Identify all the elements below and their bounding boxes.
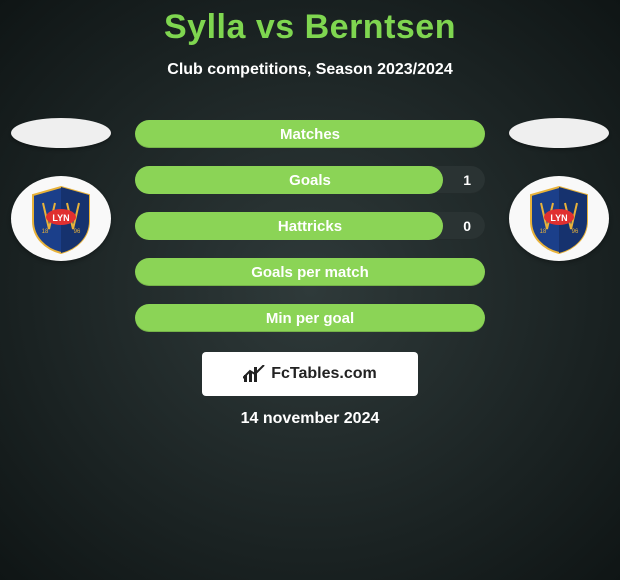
stat-bar: Hattricks 0 xyxy=(135,212,485,240)
stat-label: Min per goal xyxy=(266,310,354,327)
stat-bar: Matches xyxy=(135,120,485,148)
generated-date: 14 november 2024 xyxy=(0,410,620,428)
stat-label: Matches xyxy=(280,126,340,143)
bar-chart-icon xyxy=(243,365,265,383)
stat-bar: Goals per match xyxy=(135,258,485,286)
stat-label: Goals per match xyxy=(251,264,369,281)
subtitle: Club competitions, Season 2023/2024 xyxy=(0,61,620,79)
page-title: Sylla vs Berntsen xyxy=(0,0,620,47)
brand-text: FcTables.com xyxy=(271,365,377,383)
stat-value-right: 1 xyxy=(463,166,471,194)
brand-badge[interactable]: FcTables.com xyxy=(202,352,418,396)
stat-value-right: 0 xyxy=(463,212,471,240)
stat-bar: Goals 1 xyxy=(135,166,485,194)
stat-bar: Min per goal xyxy=(135,304,485,332)
stats-bars: Matches Goals 1 Hattricks 0 Goals per match Mi… xyxy=(0,120,620,332)
stat-label: Goals xyxy=(289,172,331,189)
stat-label: Hattricks xyxy=(278,218,342,235)
comparison-card: Sylla vs Berntsen Club competitions, Sea… xyxy=(0,0,620,580)
